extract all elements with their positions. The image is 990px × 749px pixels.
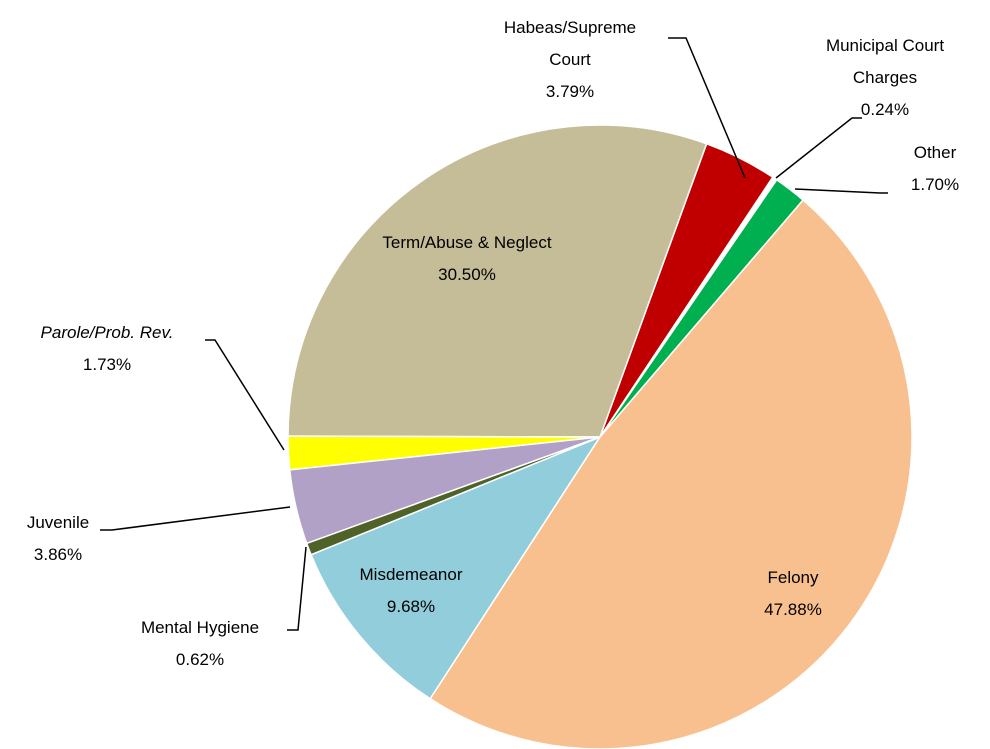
leader-line: [794, 188, 888, 194]
value-label: 47.88%: [764, 600, 822, 619]
slice-label: Felony 47.88%: [713, 562, 873, 626]
slice-label: Municipal Court Charges 0.24%: [805, 30, 965, 126]
slice-label: Habeas/Supreme Court 3.79%: [500, 12, 640, 108]
pie-slice: [310, 435, 602, 700]
category-name: Misdemeanor: [359, 565, 463, 584]
value-label: 0.24%: [860, 100, 910, 119]
category-name: Juvenile: [26, 513, 90, 532]
slice-label: Mental Hygiene 0.62%: [100, 612, 300, 676]
leader-line: [287, 546, 307, 631]
value-label: 3.79%: [545, 82, 595, 101]
slice-label: Misdemeanor 9.68%: [331, 559, 491, 623]
value-label: 3.86%: [33, 545, 83, 564]
category-name: Habeas/Supreme Court: [503, 18, 637, 69]
leader-line: [100, 506, 291, 531]
category-name: Parole/Prob. Rev.: [40, 323, 174, 342]
category-name: Municipal Court Charges: [825, 36, 945, 87]
slice-label: Parole/Prob. Rev. 1.73%: [2, 317, 212, 381]
category-name: Term/Abuse & Neglect: [382, 233, 552, 252]
slice-label: Term/Abuse & Neglect 30.50%: [377, 227, 557, 291]
leader-line: [775, 117, 862, 179]
category-name: Mental Hygiene: [140, 618, 260, 637]
leader-lines: [100, 37, 888, 631]
value-label: 1.73%: [82, 355, 132, 374]
leader-line: [205, 339, 285, 451]
leader-line: [668, 37, 746, 179]
pie-slice: [429, 199, 913, 749]
value-label: 30.50%: [438, 265, 496, 284]
pie-slice: [287, 124, 708, 438]
value-label: 9.68%: [386, 597, 436, 616]
category-name: Other: [913, 143, 957, 162]
slice-label: Other 1.70%: [885, 137, 985, 201]
value-label: 1.70%: [910, 175, 960, 194]
value-label: 0.62%: [175, 650, 225, 669]
category-name: Felony: [767, 568, 819, 587]
slice-label: Juvenile 3.86%: [3, 507, 113, 571]
